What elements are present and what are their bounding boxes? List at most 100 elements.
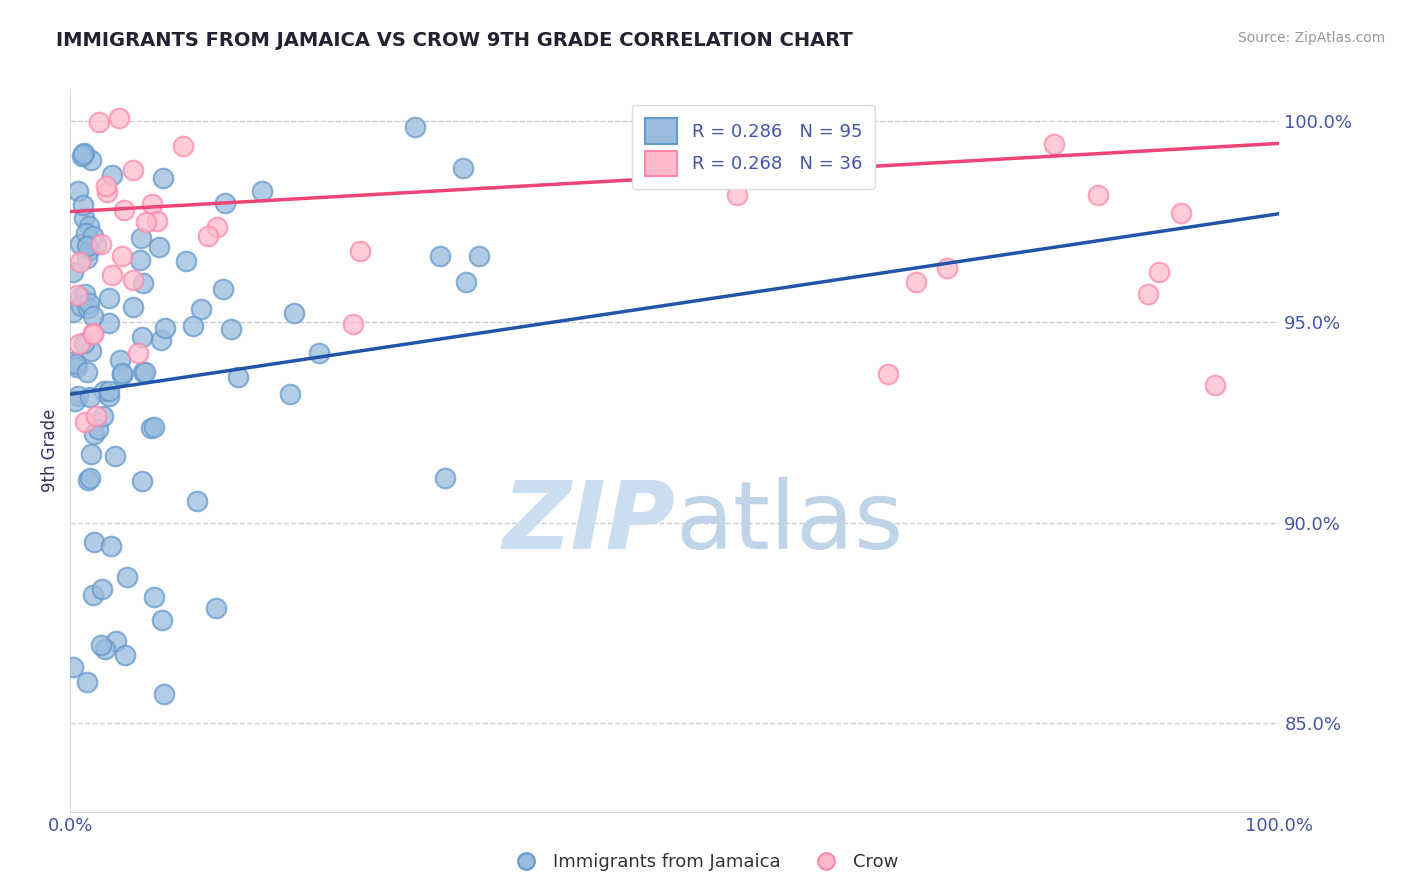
Point: [108, 111, 131, 125]
Point: [152, 171, 174, 186]
Point: [127, 346, 149, 360]
Point: [121, 301, 143, 315]
Point: [79, 471, 101, 485]
Point: [67, 337, 90, 351]
Point: [308, 345, 330, 359]
Point: [114, 648, 136, 662]
Point: [149, 334, 172, 348]
Point: [141, 421, 163, 435]
Point: [143, 590, 166, 604]
Point: [82, 326, 104, 341]
Point: [278, 387, 301, 401]
Point: [100, 540, 122, 554]
Point: [90, 236, 112, 251]
Point: [725, 188, 748, 202]
Point: [73, 211, 96, 226]
Point: [110, 250, 132, 264]
Point: [65, 357, 87, 371]
Point: [62, 355, 84, 369]
Point: [73, 335, 96, 350]
Point: [935, 260, 957, 275]
Point: [69, 236, 91, 251]
Point: [80, 447, 103, 461]
Point: [101, 268, 124, 282]
Point: [283, 306, 305, 320]
Point: [142, 419, 165, 434]
Point: [135, 214, 157, 228]
Point: [96, 185, 118, 199]
Point: [80, 153, 103, 167]
Point: [82, 229, 104, 244]
Point: [77, 301, 100, 316]
Point: [67, 389, 90, 403]
Point: [72, 147, 94, 161]
Point: [181, 319, 204, 334]
Point: [1137, 286, 1160, 301]
Point: [76, 252, 98, 266]
Point: [87, 422, 110, 436]
Point: [62, 265, 84, 279]
Point: [62, 660, 84, 674]
Point: [72, 198, 94, 212]
Point: [101, 169, 124, 183]
Point: [66, 184, 89, 198]
Point: [456, 275, 478, 289]
Point: [96, 179, 118, 194]
Point: [80, 344, 103, 359]
Point: [76, 365, 98, 379]
Text: Source: ZipAtlas.com: Source: ZipAtlas.com: [1237, 31, 1385, 45]
Point: [122, 162, 145, 177]
Point: [70, 149, 93, 163]
Point: [226, 370, 249, 384]
Point: [129, 253, 152, 268]
Point: [69, 290, 91, 304]
Text: ZIP: ZIP: [502, 476, 675, 569]
Point: [103, 449, 125, 463]
Point: [62, 305, 84, 319]
Point: [148, 240, 170, 254]
Point: [79, 296, 101, 310]
Point: [453, 161, 475, 175]
Point: [434, 471, 457, 485]
Point: [468, 249, 491, 263]
Point: [1170, 206, 1192, 220]
Point: [82, 326, 104, 340]
Point: [66, 359, 89, 374]
Text: atlas: atlas: [675, 476, 903, 569]
Point: [150, 613, 173, 627]
Point: [207, 219, 229, 234]
Point: [1043, 137, 1066, 152]
Point: [84, 237, 107, 252]
Point: [404, 120, 426, 134]
Point: [250, 185, 273, 199]
Point: [349, 244, 371, 258]
Point: [174, 254, 197, 268]
Y-axis label: 9th Grade: 9th Grade: [41, 409, 59, 492]
Point: [112, 202, 135, 217]
Point: [93, 384, 115, 398]
Point: [134, 365, 156, 379]
Point: [82, 588, 104, 602]
Point: [73, 145, 96, 160]
Point: [153, 320, 176, 334]
Point: [91, 409, 114, 423]
Point: [76, 239, 98, 253]
Point: [97, 316, 120, 330]
Point: [904, 275, 927, 289]
Point: [63, 393, 86, 408]
Point: [73, 415, 96, 429]
Point: [190, 301, 212, 316]
Point: [66, 288, 89, 302]
Point: [69, 299, 91, 313]
Legend: R = 0.286   N = 95, R = 0.268   N = 36: R = 0.286 N = 95, R = 0.268 N = 36: [633, 105, 875, 189]
Point: [115, 570, 138, 584]
Point: [76, 674, 98, 689]
Point: [212, 282, 235, 296]
Point: [89, 115, 111, 129]
Legend: Immigrants from Jamaica, Crow: Immigrants from Jamaica, Crow: [501, 847, 905, 879]
Point: [131, 330, 153, 344]
Point: [93, 641, 115, 656]
Point: [205, 600, 228, 615]
Point: [172, 139, 194, 153]
Point: [76, 474, 98, 488]
